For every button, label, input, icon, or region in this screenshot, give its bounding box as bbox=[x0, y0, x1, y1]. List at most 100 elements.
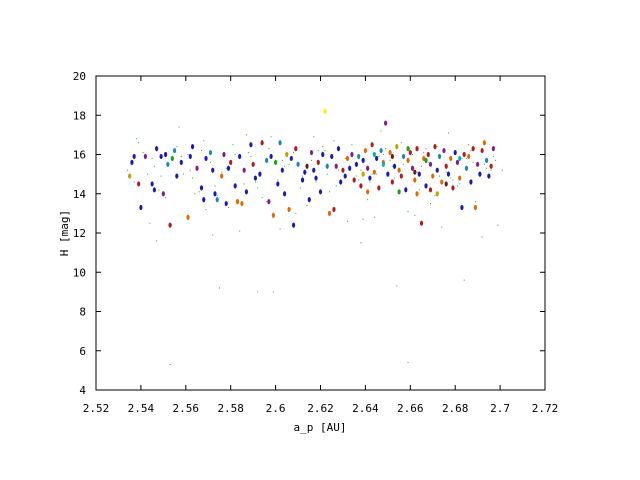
data-point-small bbox=[277, 179, 279, 181]
data-point bbox=[229, 159, 233, 165]
data-point-small bbox=[176, 146, 178, 148]
data-point bbox=[476, 161, 480, 167]
data-point bbox=[458, 155, 462, 162]
data-point bbox=[291, 222, 296, 228]
data-point bbox=[464, 165, 469, 171]
x-tick-label: 2.52 bbox=[83, 402, 110, 415]
data-point bbox=[267, 199, 271, 205]
data-point-small bbox=[205, 208, 207, 210]
data-point-small bbox=[474, 201, 476, 203]
data-point bbox=[332, 206, 336, 213]
data-point-small bbox=[335, 185, 337, 187]
data-point-small bbox=[403, 163, 405, 165]
data-point bbox=[458, 175, 462, 181]
data-point bbox=[287, 206, 291, 213]
data-point bbox=[242, 167, 246, 173]
data-point-small bbox=[385, 148, 387, 150]
y-tick-label: 8 bbox=[79, 306, 86, 319]
data-point bbox=[188, 153, 192, 160]
data-point bbox=[276, 181, 280, 187]
data-point bbox=[204, 155, 208, 162]
data-point bbox=[399, 173, 403, 179]
data-point bbox=[190, 144, 195, 150]
data-point bbox=[386, 171, 390, 177]
data-point bbox=[130, 159, 134, 165]
data-point-small bbox=[418, 189, 420, 191]
x-tick-label: 2.58 bbox=[217, 402, 244, 415]
data-point-small bbox=[450, 177, 452, 179]
data-point bbox=[415, 191, 419, 197]
data-point bbox=[453, 149, 457, 156]
x-tick-label: 2.56 bbox=[173, 402, 200, 415]
x-tick-label: 2.68 bbox=[442, 402, 469, 415]
data-point-small bbox=[165, 197, 167, 199]
x-tick-label: 2.66 bbox=[397, 402, 424, 415]
data-point bbox=[132, 153, 136, 160]
data-point-small bbox=[302, 175, 304, 177]
data-point bbox=[312, 167, 316, 173]
data-point-small bbox=[396, 285, 398, 287]
data-point bbox=[274, 159, 278, 165]
data-point-small bbox=[270, 136, 272, 138]
data-point bbox=[224, 200, 228, 207]
data-point bbox=[161, 191, 165, 197]
data-point-small bbox=[295, 212, 297, 214]
data-point bbox=[253, 175, 257, 181]
data-point-small bbox=[486, 167, 488, 169]
data-point-small bbox=[218, 287, 220, 289]
y-axis-label: H [mag] bbox=[58, 210, 71, 256]
data-point bbox=[208, 149, 213, 156]
data-point bbox=[410, 165, 415, 171]
data-point-small bbox=[189, 169, 191, 171]
data-point bbox=[325, 163, 329, 169]
data-point-small bbox=[254, 181, 256, 183]
data-point-small bbox=[355, 175, 357, 177]
data-point bbox=[417, 171, 421, 177]
data-point-small bbox=[209, 161, 211, 163]
data-point bbox=[361, 157, 365, 163]
data-point-small bbox=[434, 195, 436, 197]
data-point-small bbox=[227, 206, 229, 208]
data-point-small bbox=[169, 363, 171, 365]
data-point bbox=[372, 169, 376, 175]
x-tick-label: 2.64 bbox=[352, 402, 379, 415]
data-point bbox=[155, 146, 159, 152]
data-point bbox=[485, 157, 489, 163]
data-point-small bbox=[414, 214, 416, 216]
data-point-small bbox=[430, 203, 432, 205]
data-point bbox=[278, 140, 282, 146]
data-point-small bbox=[151, 157, 153, 159]
data-point bbox=[395, 144, 399, 150]
data-point bbox=[213, 191, 217, 197]
data-point-small bbox=[483, 163, 485, 165]
data-point-small bbox=[490, 169, 492, 171]
data-point-small bbox=[441, 226, 443, 228]
data-point bbox=[330, 153, 334, 160]
data-point-small bbox=[423, 152, 425, 154]
data-point bbox=[282, 191, 287, 197]
data-point bbox=[341, 167, 345, 173]
data-point bbox=[406, 146, 410, 152]
data-point-small bbox=[360, 242, 362, 244]
data-point-small bbox=[138, 142, 140, 144]
y-tick-label: 10 bbox=[73, 266, 86, 279]
data-point-small bbox=[160, 175, 162, 177]
data-point-small bbox=[322, 146, 324, 148]
data-point-small bbox=[299, 187, 301, 189]
y-tick-label: 6 bbox=[79, 345, 86, 358]
data-point bbox=[303, 169, 307, 175]
data-point-small bbox=[407, 362, 409, 364]
data-point-small bbox=[272, 291, 274, 293]
data-point bbox=[348, 165, 352, 171]
data-point bbox=[361, 171, 365, 177]
data-point-small bbox=[147, 173, 149, 175]
data-point-small bbox=[391, 165, 393, 167]
data-point bbox=[220, 173, 224, 179]
x-tick-label: 2.62 bbox=[307, 402, 334, 415]
data-point-small bbox=[156, 240, 158, 242]
data-point bbox=[368, 175, 372, 181]
data-point bbox=[435, 191, 439, 197]
x-tick-label: 2.54 bbox=[128, 402, 155, 415]
data-point bbox=[487, 173, 491, 179]
data-point-small bbox=[371, 173, 373, 175]
